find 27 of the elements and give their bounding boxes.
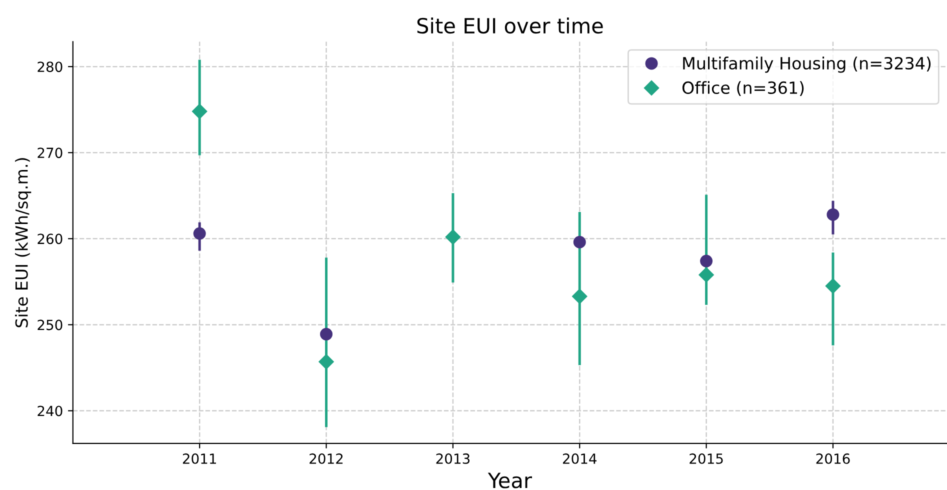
y-tick-label: 250 [38,320,62,330]
point [318,354,334,370]
chart-title: Site EUI over time [417,17,603,34]
point [825,278,841,294]
point [826,208,840,221]
x-tick-label: 2013 [436,453,470,464]
x-tick-label: 2016 [816,453,850,464]
x-tick-label: 2014 [562,453,597,464]
legend-label: Office (n=361) [682,81,804,96]
x-axis-title: Year [488,472,532,488]
point [573,236,586,248]
point [698,267,714,282]
point [320,328,333,340]
point [192,104,208,119]
x-tick-label: 2011 [182,453,216,464]
y-tick-label: 260 [38,234,62,244]
y-axis-title: Site EUI (kWh/sq.m.) [15,158,32,328]
point [700,254,713,268]
point [445,229,461,245]
x-tick-label: 2015 [690,453,723,464]
point [193,227,206,240]
y-tick-label: 280 [38,62,62,72]
y-tick-label: 270 [38,148,62,158]
x-tick-label: 2012 [310,453,343,464]
y-tick-label: 240 [38,406,62,416]
legend-label: Multifamily Housing (n=3234) [683,56,931,73]
point [572,288,588,304]
